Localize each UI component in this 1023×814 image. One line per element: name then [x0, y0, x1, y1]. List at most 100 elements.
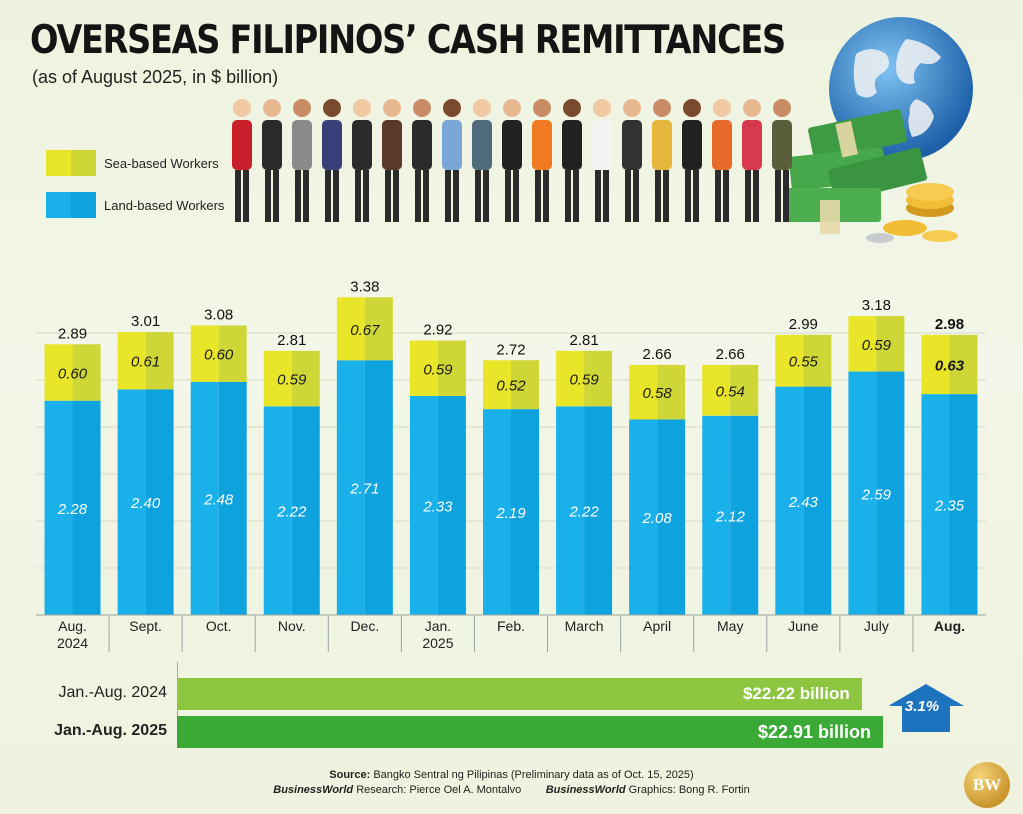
bar-land [263, 406, 292, 615]
bar-sea-shade [657, 364, 686, 420]
legend-item-sea: Sea-based Workers [46, 150, 224, 176]
category-label: April [643, 618, 671, 634]
bar-sea-shade [803, 334, 832, 387]
bar-sea-shade [876, 316, 905, 372]
bar-sea [409, 340, 438, 396]
worker-figure [652, 99, 672, 222]
legend-label-sea: Sea-based Workers [104, 155, 219, 171]
worker-figure [232, 99, 252, 222]
data-label-land: 2.19 [495, 505, 526, 522]
bar-land [483, 409, 511, 615]
worker-figure [442, 99, 462, 222]
data-label-land: 2.12 [715, 508, 746, 525]
bar-land-shade [584, 406, 613, 615]
bar-sea [263, 350, 292, 407]
data-label-sea: 0.67 [350, 322, 380, 339]
data-label-total: 3.38 [350, 278, 379, 295]
bar-sea [44, 344, 73, 401]
bar-land [117, 389, 146, 615]
footer-graphics-name: Bong R. Fortin [678, 784, 750, 796]
bar-land [44, 400, 73, 615]
bar-land-shade [730, 415, 759, 615]
category-label: Nov. [278, 618, 306, 634]
category-label: Aug. [934, 618, 965, 634]
bar-sea [921, 334, 950, 395]
legend: Sea-based Workers Land-based Workers [46, 150, 224, 234]
legend-label-land: Land-based Workers [104, 197, 225, 213]
data-label-total: 2.66 [716, 346, 745, 363]
worker-figure [532, 99, 552, 222]
stacked-bar-chart: 2.280.602.89Aug.20242.400.613.01Sept.2.4… [36, 278, 986, 652]
bar-land [848, 371, 877, 615]
worker-figure [502, 99, 522, 222]
worker-figure [322, 99, 342, 222]
worker-figure [412, 99, 432, 222]
summary-label-2025: Jan.-Aug. 2025 [54, 722, 167, 739]
data-label-sea: 0.59 [423, 361, 453, 378]
bar-land [775, 386, 804, 615]
footer-source: Source: Bangko Sentral ng Pilipinas (Pre… [0, 769, 1023, 781]
bar-land-shade [145, 389, 174, 615]
bar-land-shade [803, 386, 832, 615]
bar-sea [629, 364, 658, 420]
bar-sea [190, 325, 219, 382]
bar-land-shade [876, 371, 905, 615]
bar-sea [117, 332, 146, 390]
bar-sea-shade [72, 344, 101, 401]
bar-land-shade [949, 394, 978, 615]
footer-graphics-label: Graphics: [628, 784, 676, 796]
data-label-land: 2.28 [57, 501, 88, 518]
data-label-sea: 0.55 [789, 354, 819, 371]
worker-figure [742, 99, 762, 222]
data-label-sea: 0.58 [643, 385, 673, 402]
summary-bar-2024: $22.22 billion [177, 678, 862, 710]
money-stack-icon [786, 108, 958, 243]
bar-sea [336, 297, 365, 361]
bar-sea-shade [730, 364, 759, 416]
category-label: May [717, 618, 743, 634]
workers-illustration [232, 99, 792, 222]
category-label: Dec. [350, 618, 379, 634]
bar-land [921, 394, 950, 615]
summary-value-2025: $22.91 billion [757, 721, 871, 742]
worker-figure [622, 99, 642, 222]
chart-title: OVERSEAS FILIPINOS’ CASH REMITTANCES [30, 18, 786, 63]
bar-land [409, 395, 438, 615]
bar-land-shade [72, 400, 101, 615]
worker-figure [562, 99, 582, 222]
footer-research-brand: BusinessWorld [273, 784, 354, 796]
bar-sea [775, 334, 804, 387]
category-label: Feb. [497, 618, 525, 634]
bar-land-shade [364, 360, 393, 615]
legend-swatch-sea [46, 150, 96, 176]
category-label: Aug. [58, 618, 87, 634]
bar-land-shade [437, 395, 466, 615]
data-label-sea: 0.59 [862, 337, 892, 354]
worker-figure [472, 99, 492, 222]
data-label-land: 2.08 [642, 510, 673, 527]
data-label-sea: 0.60 [204, 347, 234, 364]
bar-land-shade [218, 381, 247, 615]
summary-row-2024: Jan.-Aug. 2024 $22.22 billion [0, 678, 1023, 710]
footer-research-name: Pierce Oel A. Montalvo [409, 784, 522, 796]
data-label-land: 2.22 [276, 504, 307, 521]
bar-sea-shade [511, 360, 539, 410]
bar-land-shade [291, 406, 320, 615]
bar-sea-shade [291, 350, 320, 407]
data-label-land: 2.43 [788, 494, 819, 511]
footer-credits: BusinessWorld Research: Pierce Oel A. Mo… [0, 784, 1023, 796]
chart-subtitle: (as of August 2025, in $ billion) [32, 67, 279, 87]
footer-source-label: Source: [329, 769, 371, 781]
data-label-total: 3.01 [131, 313, 160, 330]
up-arrow-icon [888, 684, 964, 732]
category-label: 2025 [422, 635, 453, 651]
worker-figure [592, 99, 612, 222]
footer-graphics-brand: BusinessWorld [545, 784, 626, 796]
data-label-total: 2.72 [496, 341, 525, 358]
category-label: Sept. [129, 618, 162, 634]
worker-figure [382, 99, 402, 222]
summary-bar-2025: $22.91 billion [177, 716, 883, 748]
summary-label-2024: Jan.-Aug. 2024 [58, 684, 167, 701]
footer-source-text: Bangko Sentral ng Pilipinas (Preliminary… [373, 769, 694, 781]
worker-figure [262, 99, 282, 222]
